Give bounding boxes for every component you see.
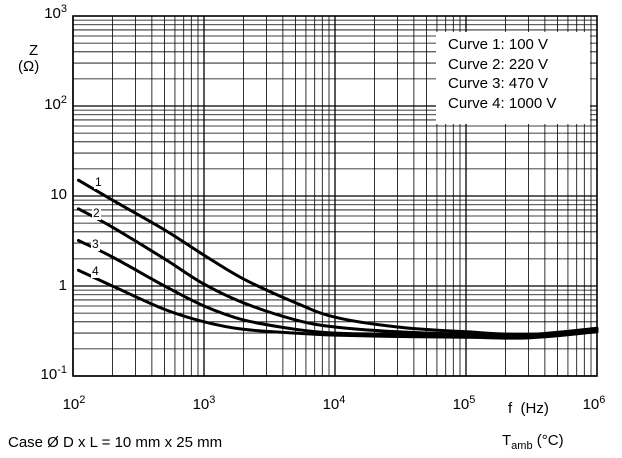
x-tick-label: 103 — [192, 394, 216, 414]
x-tick-label: 106 — [582, 394, 606, 414]
curve-label-2: 2 — [92, 206, 101, 220]
x-tick-label: 102 — [62, 394, 86, 414]
x-tick-label: 105 — [452, 394, 476, 414]
y-tick-label: 10 — [50, 186, 67, 203]
tamb-footnote: Tamb (°C) — [502, 432, 564, 452]
curves-group — [76, 178, 599, 340]
legend-item: Curve 1: 100 V — [448, 36, 549, 53]
y-tick-label: 103 — [44, 3, 67, 23]
y-tick-label: 102 — [44, 94, 67, 114]
y-tick-label: 1 — [58, 277, 67, 294]
curve-label-1: 1 — [94, 175, 103, 189]
y-tick-label: 10-1 — [40, 364, 67, 384]
case-footnote: Case Ø D x L = 10 mm x 25 mm — [8, 434, 223, 451]
legend-item: Curve 3: 470 V — [448, 75, 549, 92]
legend-box: Curve 1: 100 V Curve 2: 220 V Curve 3: 4… — [436, 32, 590, 124]
curve-1-line — [76, 178, 599, 337]
y-axis-label: Z — [29, 42, 39, 59]
x-tick-label: 104 — [322, 394, 346, 414]
curve-4-line — [76, 268, 599, 340]
curve-label-3: 3 — [91, 237, 100, 251]
curve-label-4: 4 — [91, 264, 100, 278]
legend-item: Curve 2: 220 V — [448, 55, 549, 73]
legend-item: Curve 4: 1000 V — [448, 94, 557, 112]
x-axis-label: f (Hz) — [508, 400, 549, 417]
plot-frame — [72, 15, 598, 377]
y-axis-unit: (Ω) — [18, 58, 40, 75]
